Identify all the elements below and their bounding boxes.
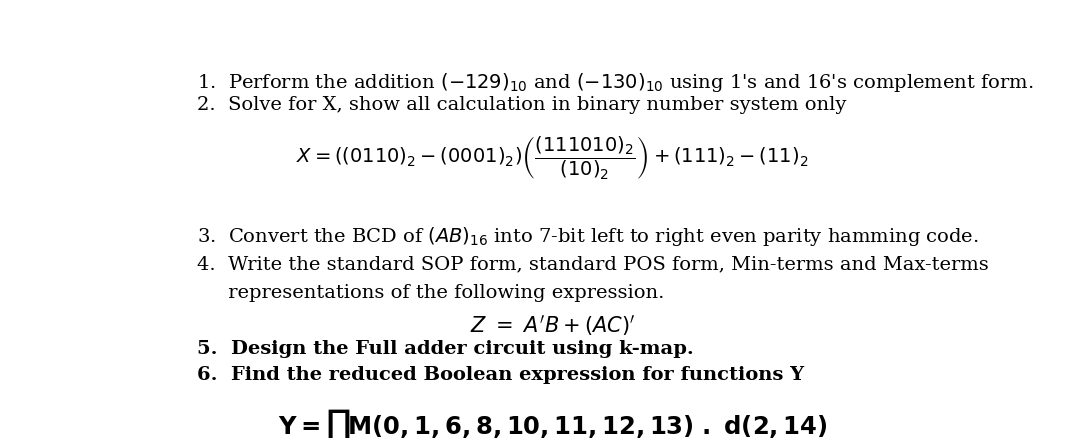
Text: 6.  Find the reduced Boolean expression for functions Y: 6. Find the reduced Boolean expression f… [197,366,804,384]
Text: 1.  Perform the addition $(-129)_{10}$ and $(-130)_{10}$ using 1's and 16's comp: 1. Perform the addition $(-129)_{10}$ an… [197,71,1034,94]
Text: $X = ((0110)_2 - (0001)_2)\left(\dfrac{(111010)_2}{(10)_2}\right) + (111)_2 - (1: $X = ((0110)_2 - (0001)_2)\left(\dfrac{(… [296,134,808,180]
Text: 2.  Solve for X, show all calculation in binary number system only: 2. Solve for X, show all calculation in … [197,96,847,114]
Text: 5.  Design the Full adder circuit using k-map.: 5. Design the Full adder circuit using k… [197,340,694,358]
Text: representations of the following expression.: representations of the following express… [197,283,665,302]
Text: $\mathbf{Y = \prod\!M(0,1,6,8,10,11,12,13)\ .\ d(2,14)}$: $\mathbf{Y = \prod\!M(0,1,6,8,10,11,12,1… [278,408,827,438]
Text: 3.  Convert the BCD of $(AB)_{16}$ into 7-bit left to right even parity hamming : 3. Convert the BCD of $(AB)_{16}$ into 7… [197,225,979,247]
Text: 4.  Write the standard SOP form, standard POS form, Min-terms and Max-terms: 4. Write the standard SOP form, standard… [197,255,990,273]
Text: $Z \ = \ A'B + (AC)'$: $Z \ = \ A'B + (AC)'$ [470,313,635,338]
